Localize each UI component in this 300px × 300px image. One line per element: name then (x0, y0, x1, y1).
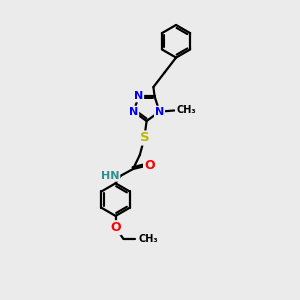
Text: O: O (144, 159, 154, 172)
Text: N: N (134, 92, 143, 101)
Text: CH₃: CH₃ (176, 106, 196, 116)
Text: S: S (140, 131, 149, 145)
Text: N: N (129, 106, 138, 117)
Text: O: O (110, 221, 121, 234)
Text: CH₃: CH₃ (139, 234, 158, 244)
Text: N: N (155, 106, 164, 117)
Text: HN: HN (101, 171, 119, 181)
